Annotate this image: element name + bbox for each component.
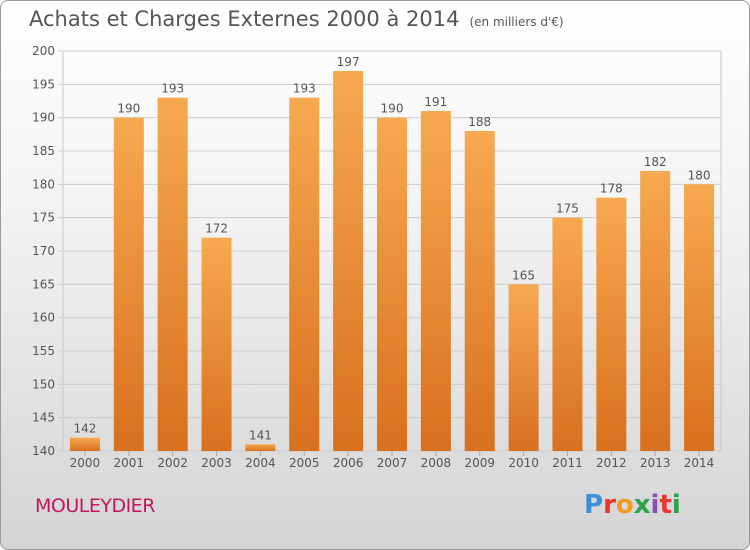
bar	[333, 71, 364, 451]
data-label: 190	[381, 102, 404, 116]
logo-letter: x	[633, 490, 651, 520]
y-tick-label: 140	[32, 444, 55, 458]
proxiti-logo[interactable]: Proxiti	[584, 490, 681, 520]
bar	[552, 217, 583, 451]
data-label: 182	[644, 155, 667, 169]
data-label: 197	[337, 55, 360, 69]
data-label: 193	[161, 82, 184, 96]
x-tick-label: 2009	[464, 456, 495, 470]
bar	[201, 237, 232, 451]
bar	[245, 444, 276, 451]
y-tick-label: 160	[32, 311, 55, 325]
title-text: Achats et Charges Externes 2000 à 2014	[29, 7, 460, 31]
bar	[113, 117, 144, 452]
logo-letter: P	[584, 490, 604, 520]
bar	[684, 184, 715, 452]
logo-letter: o	[615, 490, 634, 520]
x-tick-label: 2007	[377, 456, 408, 470]
x-tick-label: 2010	[508, 456, 539, 470]
x-tick-label: 2006	[333, 456, 364, 470]
y-tick-label: 155	[32, 344, 55, 358]
bar	[157, 97, 188, 452]
y-tick-label: 185	[32, 144, 55, 158]
data-label: 191	[424, 95, 447, 109]
bar	[508, 284, 539, 451]
y-tick-label: 165	[32, 277, 55, 291]
x-tick-label: 2001	[114, 456, 145, 470]
y-tick-label: 150	[32, 377, 55, 391]
y-tick-label: 180	[32, 177, 55, 191]
data-label: 172	[205, 222, 228, 236]
bar	[596, 197, 627, 451]
x-tick-label: 2004	[245, 456, 276, 470]
x-tick-label: 2014	[684, 456, 715, 470]
data-label: 180	[688, 168, 711, 182]
y-tick-label: 145	[32, 411, 55, 425]
bar	[464, 131, 495, 451]
bar	[640, 171, 671, 451]
title-unit: (en milliers d'€)	[469, 15, 564, 29]
city-name: MOULEYDIER	[35, 495, 155, 517]
x-tick-label: 2012	[596, 456, 627, 470]
bar	[377, 117, 407, 452]
chart-title: Achats et Charges Externes 2000 à 2014 (e…	[29, 7, 564, 31]
data-label: 175	[556, 202, 579, 216]
x-tick-label: 2002	[157, 456, 188, 470]
data-label: 188	[468, 115, 491, 129]
x-tick-label: 2011	[552, 456, 583, 470]
y-tick-label: 200	[32, 44, 55, 58]
logo-letter: i	[671, 490, 681, 520]
bar	[69, 437, 100, 451]
data-label: 193	[293, 82, 316, 96]
x-tick-label: 2013	[640, 456, 671, 470]
bar	[420, 111, 451, 451]
y-tick-label: 170	[32, 244, 55, 258]
data-label: 178	[600, 182, 623, 196]
logo-letter: i	[650, 490, 660, 520]
y-tick-label: 175	[32, 211, 55, 225]
data-label: 141	[249, 428, 272, 442]
logo-letter: t	[659, 490, 672, 520]
data-label: 165	[512, 268, 535, 282]
logo-letter: r	[603, 490, 616, 520]
bar	[289, 97, 320, 452]
x-tick-label: 2008	[421, 456, 452, 470]
data-label: 190	[117, 102, 140, 116]
data-label: 142	[73, 422, 96, 436]
x-tick-label: 2000	[70, 456, 101, 470]
x-tick-label: 2005	[289, 456, 320, 470]
y-tick-label: 190	[32, 111, 55, 125]
x-tick-label: 2003	[201, 456, 232, 470]
y-tick-label: 195	[32, 77, 55, 91]
